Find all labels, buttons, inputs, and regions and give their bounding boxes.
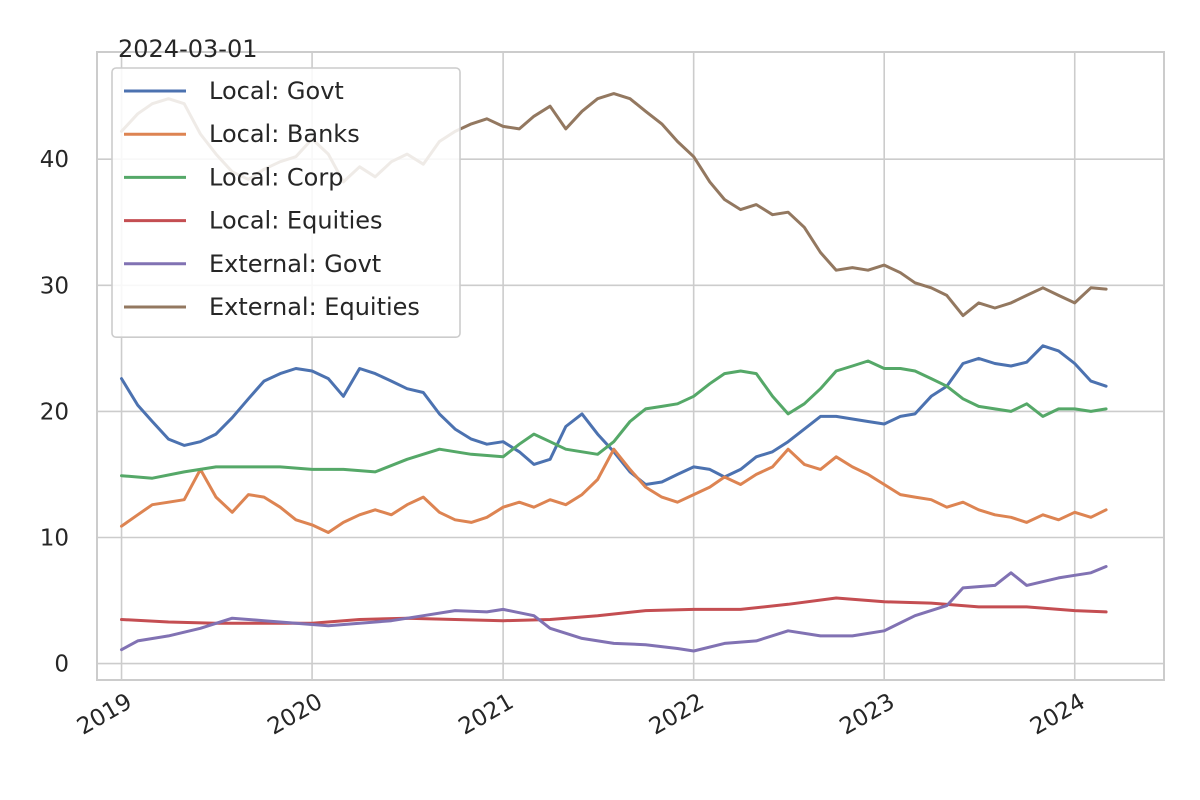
y-tick-label: 10 <box>40 526 69 552</box>
series-line-local-corp <box>120 359 1108 480</box>
legend-label: External: Equities <box>209 293 420 321</box>
plot-frame <box>96 51 1165 681</box>
series-line-local-equities <box>120 596 1108 625</box>
legend-label: Local: Govt <box>209 77 344 105</box>
series-line-local-govt <box>120 344 1108 486</box>
legend-item: Local: Corp <box>124 163 343 191</box>
x-axis-ticks: 2019 2020 2021 2022 2023 2024 <box>73 689 1090 741</box>
x-tick-label: 2024 <box>1026 689 1090 741</box>
legend-item: Local: Banks <box>124 120 360 148</box>
y-tick-label: 0 <box>54 652 69 678</box>
chart-title: 2024-03-01 <box>118 35 257 63</box>
legend-box <box>111 67 461 339</box>
legend-item: Local: Govt <box>124 77 344 105</box>
legend-item: External: Equities <box>124 293 420 321</box>
legend-label: Local: Equities <box>209 207 383 235</box>
series-line-external-govt <box>120 565 1108 653</box>
series-line-local-banks <box>120 447 1108 534</box>
x-tick-label: 2023 <box>835 689 899 741</box>
legend: Local: Govt Local: Banks Local: Corp Local:… <box>111 67 461 339</box>
legend-label: External: Govt <box>209 250 381 278</box>
y-tick-label: 40 <box>40 147 69 173</box>
legend-item: External: Govt <box>124 250 381 278</box>
x-tick-label: 2019 <box>73 689 137 741</box>
y-axis-ticks: 0 10 20 30 40 <box>40 147 69 677</box>
x-tick-label: 2020 <box>263 689 327 741</box>
x-tick-label: 2021 <box>454 689 518 741</box>
legend-label: Local: Banks <box>209 120 360 148</box>
y-tick-label: 30 <box>40 273 69 299</box>
x-tick-label: 2022 <box>645 689 709 741</box>
legend-item: Local: Equities <box>124 207 383 235</box>
legend-label: Local: Corp <box>209 163 343 191</box>
y-tick-label: 20 <box>40 399 69 425</box>
